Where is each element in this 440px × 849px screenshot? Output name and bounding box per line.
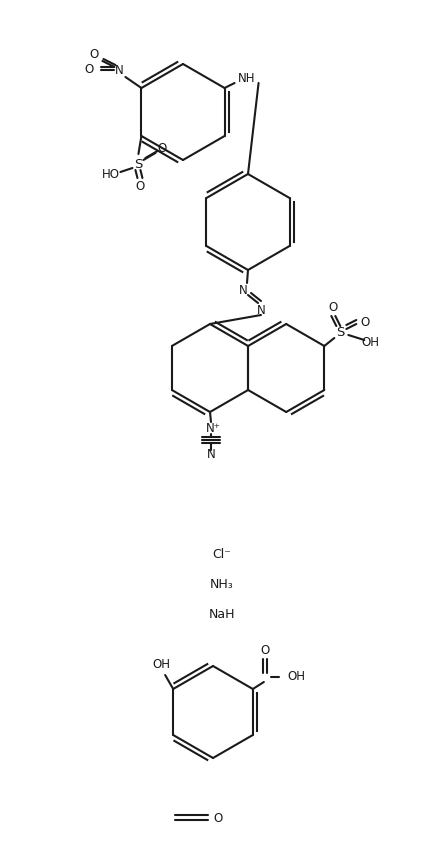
Text: Cl⁻: Cl⁻ <box>213 548 231 561</box>
Text: O: O <box>329 301 338 313</box>
Text: OH: OH <box>288 671 306 683</box>
Text: N: N <box>257 303 265 317</box>
Text: O: O <box>85 63 94 76</box>
Text: N⁺: N⁺ <box>205 421 220 435</box>
Text: O: O <box>90 48 99 60</box>
Text: NH₃: NH₃ <box>210 578 234 592</box>
Text: S: S <box>134 158 143 171</box>
Text: NH: NH <box>238 71 255 85</box>
Text: OH: OH <box>152 659 170 672</box>
Text: HO: HO <box>102 167 119 181</box>
Text: O: O <box>260 644 269 656</box>
Text: N: N <box>238 284 247 296</box>
Text: N: N <box>207 447 215 460</box>
Text: S: S <box>336 325 345 339</box>
Text: O: O <box>158 142 167 155</box>
Text: O: O <box>213 812 223 824</box>
Text: O: O <box>361 316 370 329</box>
Text: O: O <box>136 179 145 193</box>
Text: NaH: NaH <box>209 609 235 621</box>
Text: OH: OH <box>361 335 379 348</box>
Text: N: N <box>115 64 124 76</box>
